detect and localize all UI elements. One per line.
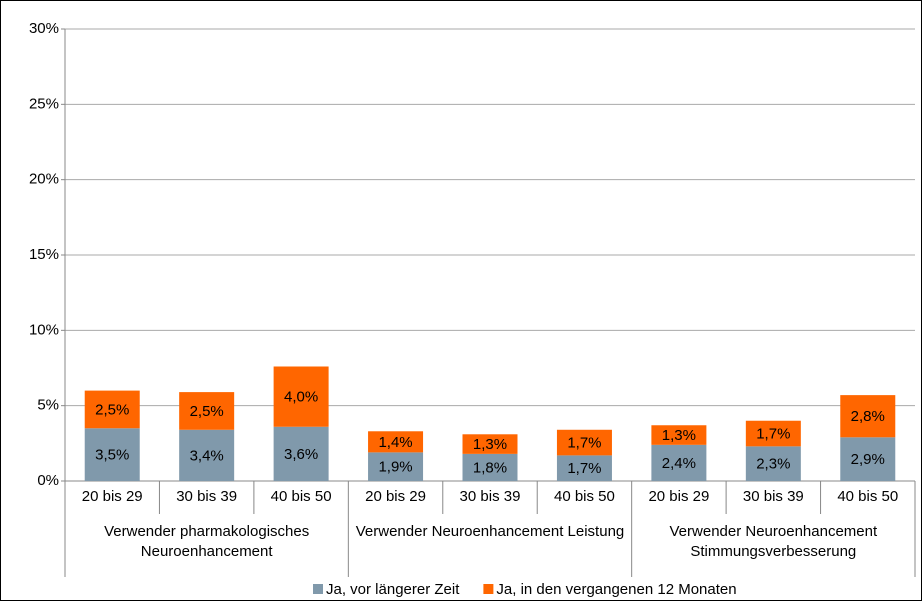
group-label: Verwender pharmakologisches Neuroenhance… [104, 523, 310, 560]
bar-segment [179, 429, 235, 481]
x-tick-label: 30 bis 39 [176, 488, 237, 505]
bar-segment [179, 392, 235, 430]
group-label-box: Verwender Neuroenhancement Leistung [355, 523, 625, 540]
bar-segment [840, 437, 896, 481]
group-label: Verwender Neuroenhancement Leistung [355, 523, 625, 540]
data-label: 3,4% [190, 447, 224, 464]
data-label: 1,7% [756, 426, 790, 443]
x-tick-label: 20 bis 29 [648, 488, 709, 505]
legend-label: Ja, vor längerer Zeit [326, 581, 460, 598]
data-label: 2,4% [662, 455, 696, 472]
bar-segment [368, 452, 424, 481]
group-label: Verwender Neuroenhancement Stimmungsverb… [669, 523, 878, 560]
x-tick-label: 40 bis 50 [837, 488, 898, 505]
data-label: 2,5% [95, 401, 129, 418]
x-tick-label: 30 bis 39 [743, 488, 804, 505]
legend-swatch [313, 584, 323, 594]
group-label-box: Verwender pharmakologisches Neuroenhance… [104, 523, 310, 560]
x-tick-label: 40 bis 50 [554, 488, 615, 505]
bar-segment [840, 395, 896, 438]
x-tick-label: 20 bis 29 [82, 488, 143, 505]
data-label: 2,3% [756, 456, 790, 473]
y-tick-label: 30% [29, 20, 59, 37]
data-label: 1,9% [378, 459, 412, 476]
bar-segment [273, 426, 329, 481]
bar-segment [84, 428, 140, 481]
bar-segment [745, 446, 801, 481]
bar-segment [462, 434, 518, 454]
data-label: 3,5% [95, 447, 129, 464]
data-label: 2,5% [190, 403, 224, 420]
y-tick-label: 15% [29, 246, 59, 263]
data-label: 1,4% [378, 434, 412, 451]
data-label: 4,0% [284, 389, 318, 406]
bar-segment [651, 425, 707, 445]
bar-segment [462, 453, 518, 481]
x-tick-label: 30 bis 39 [460, 488, 521, 505]
y-tick-label: 20% [29, 171, 59, 188]
bar-segment [556, 429, 612, 456]
bar-segment [368, 431, 424, 453]
data-label: 1,3% [662, 427, 696, 444]
bar-segment [651, 444, 707, 481]
bar-segment [745, 420, 801, 447]
data-label: 3,6% [284, 446, 318, 463]
y-tick-label: 10% [29, 321, 59, 338]
data-label: 2,8% [851, 408, 885, 425]
legend-label: Ja, in den vergangenen 12 Monaten [496, 581, 736, 598]
data-label: 1,3% [473, 436, 507, 453]
y-tick-label: 5% [37, 397, 59, 414]
x-tick-label: 20 bis 29 [365, 488, 426, 505]
data-label: 1,8% [473, 459, 507, 476]
y-tick-label: 0% [37, 472, 59, 489]
data-label: 1,7% [567, 460, 601, 477]
y-tick-label: 25% [29, 95, 59, 112]
bar-segment [84, 390, 140, 429]
group-label-box: Verwender Neuroenhancement Stimmungsverb… [669, 523, 878, 560]
x-tick-label: 40 bis 50 [271, 488, 332, 505]
bar-segment [273, 366, 329, 427]
bar-segment [556, 455, 612, 481]
legend-swatch [483, 584, 494, 594]
data-label: 2,9% [851, 451, 885, 468]
data-label: 1,7% [567, 435, 601, 452]
